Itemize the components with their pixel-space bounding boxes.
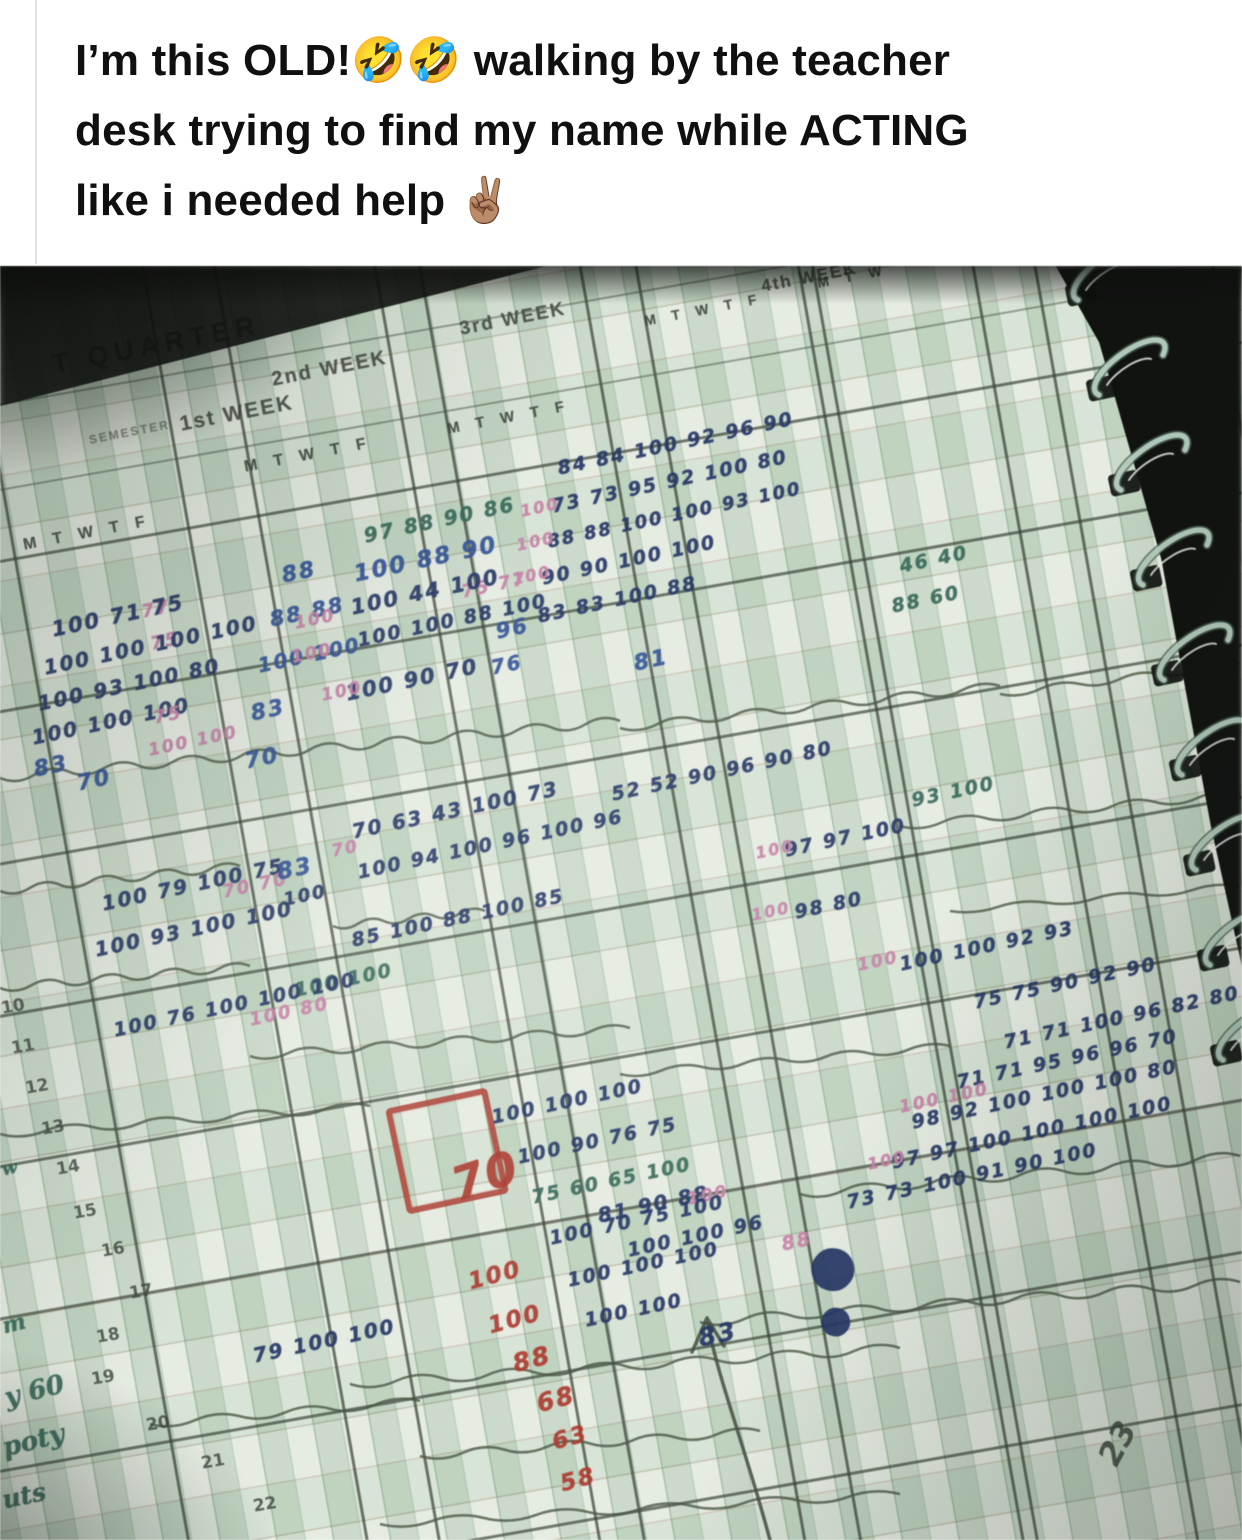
- day-letters: M T W T F: [642, 290, 764, 329]
- grade-mark: 100: [485, 1300, 545, 1340]
- grade-mark: poty: [0, 1418, 68, 1464]
- grade-mark: 100 90 70: [343, 653, 481, 706]
- grade-mark: 100 100: [582, 1289, 685, 1332]
- grade-mark: 97 97 100: [782, 814, 909, 862]
- grade-mark: 100: [465, 1256, 525, 1296]
- grade-mark: 63: [549, 1420, 592, 1456]
- row-number: 15: [71, 1199, 99, 1224]
- grade-mark: 70: [74, 764, 114, 797]
- grade-mark: w: [0, 1156, 20, 1181]
- grade-mark: m: [0, 1308, 29, 1340]
- wave-scribble: [949, 883, 1241, 914]
- grade-mark: 100: [855, 947, 901, 976]
- grade-mark: 88 60: [889, 581, 963, 618]
- day-letters: M T W T F: [445, 397, 572, 438]
- wave-scribble: [619, 682, 1001, 732]
- grade-mark: 58: [557, 1462, 600, 1498]
- grade-mark: 88: [279, 556, 319, 589]
- grade-mark: 88: [509, 1340, 555, 1379]
- grade-mark: 70: [329, 836, 361, 862]
- wave-scribble: [249, 1024, 631, 1060]
- row-number: 20: [144, 1411, 172, 1436]
- grade-mark: 100 100 100: [489, 1074, 646, 1129]
- wave-scribble: [349, 1343, 901, 1389]
- wave-scribble: [379, 1490, 901, 1528]
- grade-mark: 83: [31, 750, 71, 783]
- semester-header: SEMESTER: [87, 417, 171, 447]
- grade-mark: uts: [0, 1476, 49, 1515]
- wave-scribble: [619, 1042, 951, 1078]
- grade-mark: 83: [695, 1315, 740, 1353]
- grade-mark: 100 100 92 93: [897, 917, 1077, 976]
- row-number: 13: [39, 1115, 67, 1140]
- wave-scribble: [149, 1397, 421, 1428]
- caption-left-rule: [35, 0, 37, 264]
- day-letters: M T W T F: [21, 512, 153, 554]
- grade-mark: 70: [242, 742, 282, 775]
- row-number: 14: [54, 1155, 82, 1180]
- grade-mark: y 60: [1, 1369, 68, 1414]
- grade-mark: 85 100 88 100 85: [349, 884, 567, 952]
- grade-mark: 96: [493, 613, 532, 644]
- post-caption-area: I’m this OLD!🤣🤣 walking by the teacher de…: [0, 0, 1242, 266]
- row-number: 17: [127, 1279, 155, 1304]
- week-label: 2nd WEEK: [269, 346, 389, 391]
- row-number: 22: [251, 1492, 279, 1517]
- caption-line: like i needed help ✌🏽: [75, 176, 513, 225]
- wave-scribble: [0, 962, 251, 993]
- row-number: 19: [89, 1365, 117, 1390]
- row-number: 11: [9, 1034, 37, 1059]
- grade-mark: 79 100 100: [250, 1313, 398, 1368]
- caption-line: I’m this OLD!🤣🤣 walking by the teacher: [75, 36, 951, 85]
- post-caption-text: I’m this OLD!🤣🤣 walking by the teacher de…: [75, 26, 1195, 236]
- grade-mark: 76: [488, 649, 525, 680]
- grade-mark: 68: [533, 1380, 579, 1419]
- day-letters: M T W T F: [242, 434, 374, 476]
- caption-line: desk trying to find my name while ACTING: [75, 106, 969, 155]
- grade-mark: 100: [749, 897, 793, 925]
- grade-mark: 46 40: [897, 541, 971, 578]
- grade-mark: 81: [631, 644, 671, 677]
- corner-note: 23: [1090, 1414, 1145, 1472]
- grade-mark: 98 80: [792, 887, 866, 924]
- grade-mark: 75: [151, 702, 185, 729]
- grade-mark: 100 100: [146, 722, 240, 761]
- grade-mark: 83: [274, 852, 316, 886]
- row-number: 18: [94, 1323, 122, 1348]
- row-number: 10: [0, 994, 27, 1019]
- grade-mark: 83: [248, 694, 288, 727]
- week-label: 3rd WEEK: [457, 298, 568, 340]
- row-number: 12: [23, 1074, 51, 1099]
- row-number: 21: [199, 1449, 227, 1474]
- grade-mark: ⬤: [815, 1298, 857, 1341]
- row-number: 16: [99, 1237, 127, 1262]
- wave-scribble: [699, 1277, 1241, 1327]
- grade-mark: 52 52 90 96 90 80: [609, 737, 835, 806]
- grade-mark: 93 100: [909, 772, 998, 812]
- week-label: 1st WEEK: [177, 391, 296, 436]
